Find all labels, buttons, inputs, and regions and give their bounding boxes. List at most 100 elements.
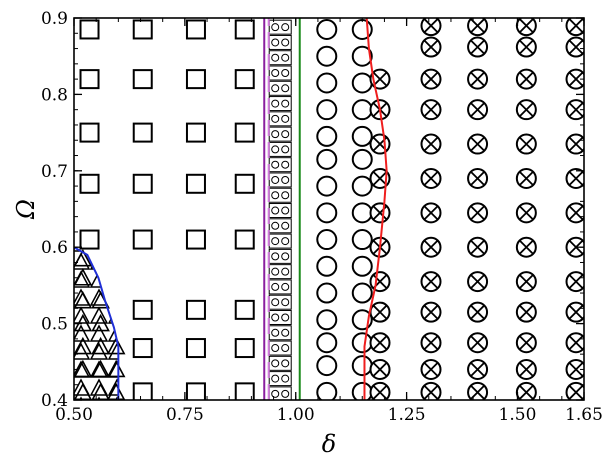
double-circle-marker xyxy=(268,34,292,50)
triangle-marker xyxy=(91,359,110,378)
x-tick-label: 1.00 xyxy=(277,405,315,425)
triangle-marker xyxy=(91,313,110,332)
square-marker xyxy=(234,69,255,90)
circle-x-marker xyxy=(467,301,489,323)
square-marker xyxy=(234,299,255,320)
circle-x-marker xyxy=(467,99,489,121)
circle-x-marker xyxy=(515,301,537,323)
circle-marker xyxy=(316,175,338,197)
circle-x-marker xyxy=(369,167,391,189)
plot-frame xyxy=(73,17,585,401)
double-circle-marker xyxy=(268,157,292,173)
double-circle-marker xyxy=(268,325,292,341)
circle-marker xyxy=(351,255,373,277)
triangle-marker xyxy=(74,336,93,355)
double-circle-marker xyxy=(268,233,292,249)
double-circle-marker xyxy=(268,80,292,96)
triangle-marker xyxy=(74,290,93,309)
circle-marker xyxy=(316,72,338,94)
circle-x-marker xyxy=(515,167,537,189)
triangle-marker xyxy=(91,336,110,355)
double-circle-marker xyxy=(268,50,292,66)
square-marker xyxy=(132,173,153,194)
circle-marker xyxy=(316,255,338,277)
double-circle-marker xyxy=(268,187,292,203)
circle-marker xyxy=(316,282,338,304)
circle-x-marker xyxy=(467,202,489,224)
boundary-line xyxy=(363,18,388,400)
circle-x-marker xyxy=(420,332,442,354)
double-circle-marker xyxy=(268,340,292,356)
circle-x-marker xyxy=(369,133,391,155)
x-tick-label: 0.50 xyxy=(55,405,93,425)
double-circle-marker xyxy=(268,386,292,400)
y-axis-label: Ω xyxy=(12,199,40,220)
circle-x-marker xyxy=(467,36,489,58)
y-tick-label: 0.4 xyxy=(41,391,68,411)
square-marker xyxy=(234,229,255,250)
double-circle-marker xyxy=(268,126,292,142)
circle-x-marker xyxy=(420,271,442,293)
circle-marker xyxy=(316,332,338,354)
circle-x-marker xyxy=(467,381,489,400)
circle-x-marker xyxy=(467,358,489,380)
circle-x-marker xyxy=(515,202,537,224)
circle-x-marker xyxy=(565,236,584,258)
circle-x-marker xyxy=(467,133,489,155)
circle-x-marker xyxy=(565,18,584,37)
circle-x-marker xyxy=(369,381,391,400)
square-marker xyxy=(185,338,206,359)
circle-x-marker xyxy=(515,358,537,380)
square-marker xyxy=(132,338,153,359)
circle-x-marker xyxy=(515,236,537,258)
circle-marker xyxy=(351,229,373,251)
double-circle-marker xyxy=(268,309,292,325)
triangle-marker xyxy=(74,359,93,378)
circle-x-marker xyxy=(420,301,442,323)
y-tick-label: 0.8 xyxy=(41,85,68,105)
square-marker xyxy=(185,299,206,320)
x-axis-label: δ xyxy=(322,430,336,458)
square-marker xyxy=(132,122,153,143)
double-circle-marker xyxy=(268,371,292,387)
circle-x-marker xyxy=(420,358,442,380)
circle-x-marker xyxy=(515,133,537,155)
circle-x-marker xyxy=(369,202,391,224)
circle-marker xyxy=(351,175,373,197)
square-marker xyxy=(234,173,255,194)
triangle-marker xyxy=(106,359,126,378)
circle-marker xyxy=(316,18,338,40)
square-marker xyxy=(234,338,255,359)
circle-marker xyxy=(316,125,338,147)
x-tick-label: 1.50 xyxy=(499,405,537,425)
circle-x-marker xyxy=(420,133,442,155)
circle-marker xyxy=(351,355,373,377)
double-circle-marker xyxy=(268,172,292,188)
square-marker xyxy=(185,173,206,194)
circle-x-marker xyxy=(565,301,584,323)
square-marker xyxy=(79,69,100,90)
circle-x-marker xyxy=(565,167,584,189)
circle-marker xyxy=(316,229,338,251)
square-marker xyxy=(185,19,206,40)
circle-x-marker xyxy=(515,68,537,90)
square-marker xyxy=(79,173,100,194)
circle-x-marker xyxy=(467,332,489,354)
square-marker xyxy=(132,69,153,90)
square-marker xyxy=(185,69,206,90)
double-circle-marker xyxy=(268,294,292,310)
circle-marker xyxy=(351,202,373,224)
circle-marker xyxy=(316,148,338,170)
square-marker xyxy=(234,122,255,143)
circle-x-marker xyxy=(467,18,489,37)
double-circle-marker xyxy=(268,65,292,81)
circle-x-marker xyxy=(369,301,391,323)
circle-marker xyxy=(351,99,373,121)
y-tick-label: 0.9 xyxy=(41,9,68,29)
square-marker xyxy=(79,122,100,143)
double-circle-marker xyxy=(268,248,292,264)
square-marker xyxy=(185,229,206,250)
double-circle-marker xyxy=(268,96,292,112)
circle-x-marker xyxy=(369,271,391,293)
